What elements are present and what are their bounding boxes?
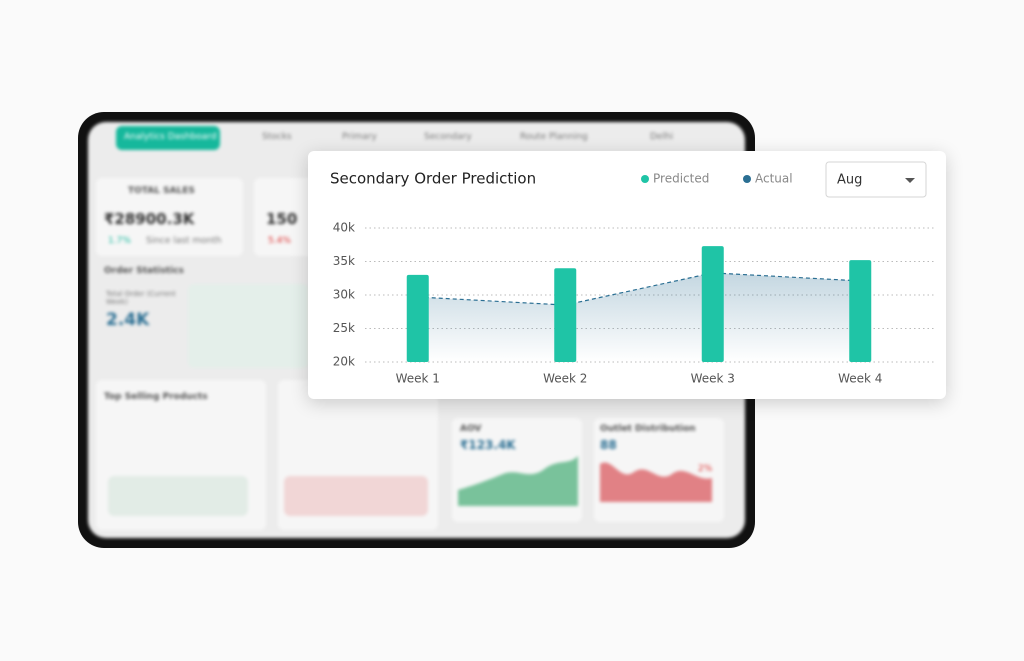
x-tick-label: Week 3 <box>691 372 735 386</box>
bar <box>554 268 577 362</box>
sales-value: ₹28900.3K <box>104 210 195 228</box>
stats-title: Order Statistics <box>104 266 184 276</box>
stats-value: 2.4K <box>106 310 150 330</box>
outlet-title: Outlet Distribution <box>600 424 696 434</box>
outlet-change: 2% <box>698 464 713 474</box>
y-tick-label: 35k <box>333 254 355 268</box>
orders-value: 150 <box>266 210 298 228</box>
y-tick-label: 30k <box>333 288 355 302</box>
outlet-value: 88 <box>600 438 617 452</box>
aov-title: AOV <box>460 424 482 434</box>
dropdown-value[interactable]: Aug <box>837 173 862 188</box>
legend-marker <box>743 175 751 183</box>
x-tick-label: Week 4 <box>838 372 882 386</box>
sales-title: TOTAL SALES <box>128 186 195 196</box>
nav-pill <box>116 126 220 150</box>
legend-label: Predicted <box>653 172 709 186</box>
nav-item[interactable]: Primary <box>342 132 377 142</box>
stats-chart <box>188 284 308 368</box>
chart: Secondary Order Prediction Aug 20k 25k 30k… <box>330 161 934 386</box>
dropdown-caret[interactable] <box>905 178 915 183</box>
sales-note: Since last month <box>146 236 222 246</box>
aov-sparkline <box>458 456 578 506</box>
product-stats <box>284 476 428 516</box>
x-tick-label: Week 2 <box>543 372 587 386</box>
nav-item[interactable]: Secondary <box>424 132 472 142</box>
nav-item[interactable]: Route Planning <box>520 132 588 142</box>
legend-label: Actual <box>755 172 793 186</box>
actual-line <box>417 272 861 306</box>
month-dropdown[interactable] <box>825 161 927 198</box>
y-tick-label: 25k <box>333 321 355 335</box>
y-tick-label: 40k <box>333 221 355 235</box>
chart-title: Secondary Order Prediction <box>330 170 536 188</box>
orders-change: 5.4% <box>268 236 291 246</box>
prediction-card: Secondary Order Prediction Aug 20k 25k 30k… <box>308 151 946 399</box>
top-selling-title: Top Selling Products <box>104 392 208 402</box>
nav-item[interactable]: Analytics Dashboard <box>124 132 217 142</box>
bar <box>406 274 429 362</box>
bar <box>701 246 724 362</box>
sales-change: 1.7% <box>108 236 131 246</box>
sales-card <box>96 178 243 256</box>
outlet-sparkline <box>600 462 712 502</box>
x-tick-label: Week 1 <box>396 372 440 386</box>
orders-card <box>254 178 314 256</box>
bar <box>849 260 872 362</box>
nav-item[interactable]: Delhi <box>650 132 674 142</box>
stats-label: Total Order (Current Week) <box>106 290 176 306</box>
actual-area <box>417 272 861 362</box>
legend-marker <box>641 175 649 183</box>
product-stats <box>108 476 248 516</box>
aov-value: ₹123.4K <box>460 438 516 452</box>
y-tick-label: 20k <box>333 355 355 369</box>
nav-item[interactable]: Stocks <box>262 132 292 142</box>
